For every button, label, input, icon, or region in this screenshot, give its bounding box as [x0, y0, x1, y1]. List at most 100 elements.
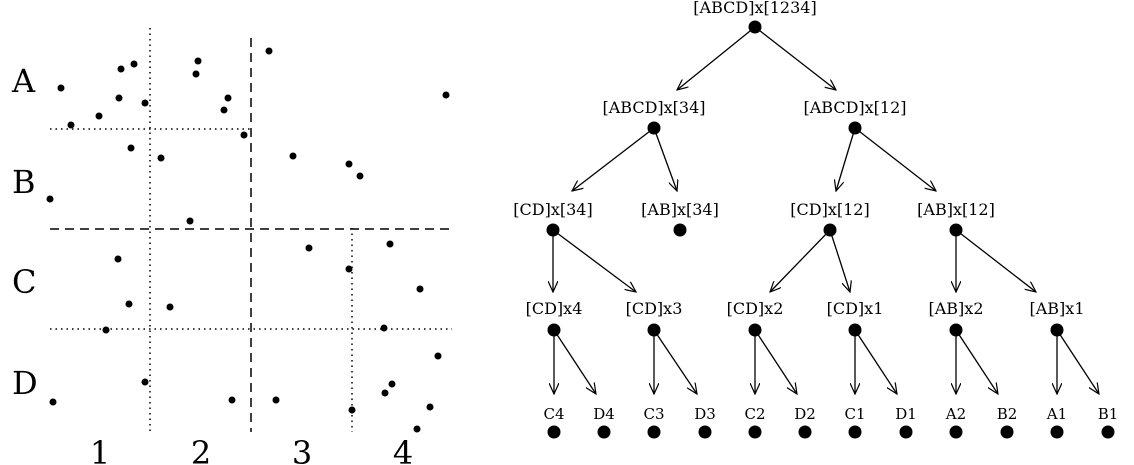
tree-leaf-node: [949, 425, 963, 439]
tree-leaf-label: C1: [844, 405, 865, 423]
tree-edge-arrow: [572, 127, 655, 191]
scatter-point: [386, 240, 394, 248]
scatter-point: [67, 121, 75, 129]
tree-level2-label: [CD]x[12]: [790, 200, 869, 219]
tree-leaf-label: D3: [694, 405, 716, 423]
tree-level3-label: [CD]x2: [727, 299, 784, 318]
tree-edge-arrow: [754, 329, 797, 394]
scatter-point: [186, 217, 194, 225]
scatter-point: [305, 244, 313, 252]
tree-node: [748, 323, 762, 337]
tree-leaf-node: [848, 425, 862, 439]
scatter-point: [388, 380, 396, 388]
tree-edge-arrow: [829, 229, 850, 292]
tree-leaf-node: [1050, 425, 1064, 439]
scatter-point: [442, 91, 450, 99]
tree-node: [547, 323, 561, 337]
tree-leaf-label: C2: [744, 405, 765, 423]
col-label-4: 4: [393, 434, 413, 465]
scatter-point: [228, 396, 236, 404]
scatter-point: [265, 47, 273, 55]
tree-edge-arrow: [854, 329, 897, 394]
tree-leaf-label: C4: [543, 405, 564, 423]
tree-leaf-label: B2: [997, 405, 1018, 423]
scatter-point: [157, 154, 165, 162]
scatter-point: [426, 403, 434, 411]
scatter-point: [192, 70, 200, 78]
scatter-point: [166, 303, 174, 311]
tree-leaf-node: [748, 425, 762, 439]
tree-leaf-node: [547, 425, 561, 439]
tree-root-label: [ABCD]x[1234]: [693, 0, 816, 17]
scatter-point: [141, 378, 149, 386]
tree-level2-label: [CD]x[34]: [513, 200, 592, 219]
tree-edge-arrow: [677, 26, 756, 90]
scatter-point: [240, 131, 248, 139]
tree-node: [647, 121, 661, 135]
partition-tree-panel: [ABCD]x[1234] [ABCD]x[34] [ABCD]x[12] [C…: [513, 0, 1118, 439]
col-label-3: 3: [292, 434, 312, 465]
tree-level3-label: [CD]x3: [626, 299, 683, 318]
tree-edge-arrow: [653, 329, 697, 394]
scatter-point: [434, 352, 442, 360]
tree-node: [949, 223, 963, 237]
row-label-B: B: [12, 163, 36, 201]
tree-node: [949, 323, 963, 337]
tree-level1-label: [ABCD]x[12]: [803, 98, 906, 117]
scatter-point: [348, 406, 356, 414]
tree-edge-arrow: [854, 127, 936, 191]
scatter-point: [114, 255, 122, 263]
tree-leaf-node: [647, 425, 661, 439]
tree-edge-arrow: [836, 127, 856, 191]
tree-leaf-node: [899, 425, 913, 439]
scatter-point: [289, 152, 297, 160]
tree-level3-label: [AB]x2: [929, 299, 984, 318]
scatter-point: [345, 160, 353, 168]
tree-edge-arrow: [955, 329, 998, 394]
scatter-point: [125, 300, 133, 308]
tree-leaf-node: [698, 425, 712, 439]
tree-level3-label: [AB]x1: [1030, 299, 1085, 318]
scatter-point: [345, 265, 353, 273]
tree-level3-label: [CD]x1: [827, 299, 884, 318]
tree-node: [673, 223, 687, 237]
row-label-C: C: [12, 263, 36, 301]
scatter-point: [115, 94, 123, 102]
tree-leaf-label: B1: [1098, 405, 1119, 423]
tree-edge-arrow: [552, 229, 636, 292]
tree-node: [823, 223, 837, 237]
tree-leaf-node: [1000, 425, 1014, 439]
tree-node: [546, 223, 560, 237]
tree-leaf-label: D2: [794, 405, 816, 423]
tree-edge-arrow: [754, 26, 836, 90]
scatter-point: [224, 94, 232, 102]
tree-leaf-node: [1101, 425, 1115, 439]
tree-leaf-label: D1: [895, 405, 917, 423]
tree-leaf-node: [798, 425, 812, 439]
tree-level1-label: [ABCD]x[34]: [602, 98, 705, 117]
scatter-point: [416, 285, 424, 293]
scatter-point: [127, 144, 135, 152]
scatter-point: [141, 99, 149, 107]
scatter-point: [102, 326, 110, 334]
tree-edge-arrow: [1056, 329, 1099, 394]
tree-level2-label: [AB]x[12]: [917, 200, 995, 219]
row-label-D: D: [12, 364, 38, 402]
scatter-point: [95, 112, 103, 120]
tree-edges: [552, 26, 1099, 394]
tree-edge-arrow: [653, 127, 677, 191]
scatter-point: [46, 195, 54, 203]
scatter-point: [194, 57, 202, 65]
scatter-point: [49, 398, 57, 406]
tree-edge-arrow: [955, 229, 1036, 292]
scatter-point: [57, 84, 65, 92]
tree-leaf-label: D4: [593, 405, 615, 423]
col-label-2: 2: [191, 434, 211, 465]
tree-node: [848, 121, 862, 135]
tree-edge-arrow: [553, 329, 596, 394]
tree-node: [647, 323, 661, 337]
scatter-point: [117, 65, 125, 73]
row-label-A: A: [11, 62, 36, 100]
scatter-point: [380, 324, 388, 332]
